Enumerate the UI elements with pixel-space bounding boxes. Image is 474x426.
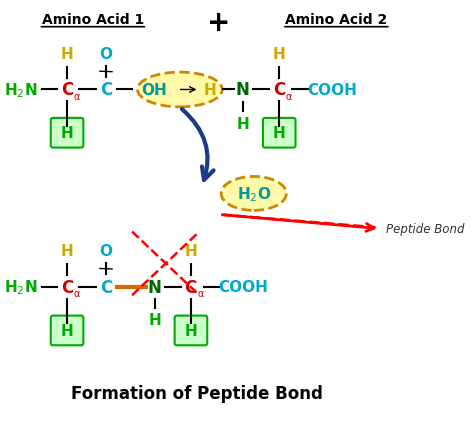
Text: H: H: [273, 126, 285, 141]
Text: H: H: [148, 312, 161, 327]
Text: Peptide Bond: Peptide Bond: [386, 223, 465, 236]
Text: α: α: [73, 92, 80, 101]
Text: H$_2$N: H$_2$N: [4, 278, 38, 296]
Text: Amino Acid 1: Amino Acid 1: [42, 14, 144, 27]
Text: H: H: [184, 323, 197, 338]
Text: O: O: [100, 47, 112, 62]
Text: H: H: [237, 117, 249, 132]
Text: H: H: [61, 126, 73, 141]
Text: COOH: COOH: [218, 279, 268, 294]
Ellipse shape: [221, 177, 286, 211]
Text: H$_2$O: H$_2$O: [237, 184, 271, 203]
Text: α: α: [73, 288, 80, 298]
Text: +: +: [207, 9, 231, 37]
Text: C: C: [100, 81, 112, 99]
Text: OH: OH: [141, 83, 167, 98]
Text: Amino Acid 2: Amino Acid 2: [285, 14, 387, 27]
Text: C: C: [100, 278, 112, 296]
FancyBboxPatch shape: [51, 316, 83, 345]
Text: H: H: [61, 47, 73, 62]
Text: H: H: [273, 47, 285, 62]
Text: COOH: COOH: [307, 83, 357, 98]
Text: H: H: [61, 244, 73, 259]
Text: C: C: [273, 81, 285, 99]
Text: α: α: [285, 92, 292, 101]
FancyBboxPatch shape: [51, 118, 83, 148]
FancyBboxPatch shape: [174, 316, 207, 345]
Text: N: N: [236, 81, 250, 99]
Text: H$_2$N: H$_2$N: [4, 81, 38, 100]
Text: H: H: [61, 323, 73, 338]
Text: H: H: [184, 244, 197, 259]
Ellipse shape: [137, 73, 222, 108]
FancyBboxPatch shape: [263, 118, 295, 148]
Text: C: C: [61, 81, 73, 99]
Text: H: H: [204, 83, 217, 98]
Text: O: O: [100, 244, 112, 259]
Text: Formation of Peptide Bond: Formation of Peptide Bond: [71, 384, 323, 402]
Text: C: C: [184, 278, 197, 296]
Text: α: α: [197, 288, 203, 298]
Text: N: N: [148, 278, 162, 296]
Text: C: C: [61, 278, 73, 296]
